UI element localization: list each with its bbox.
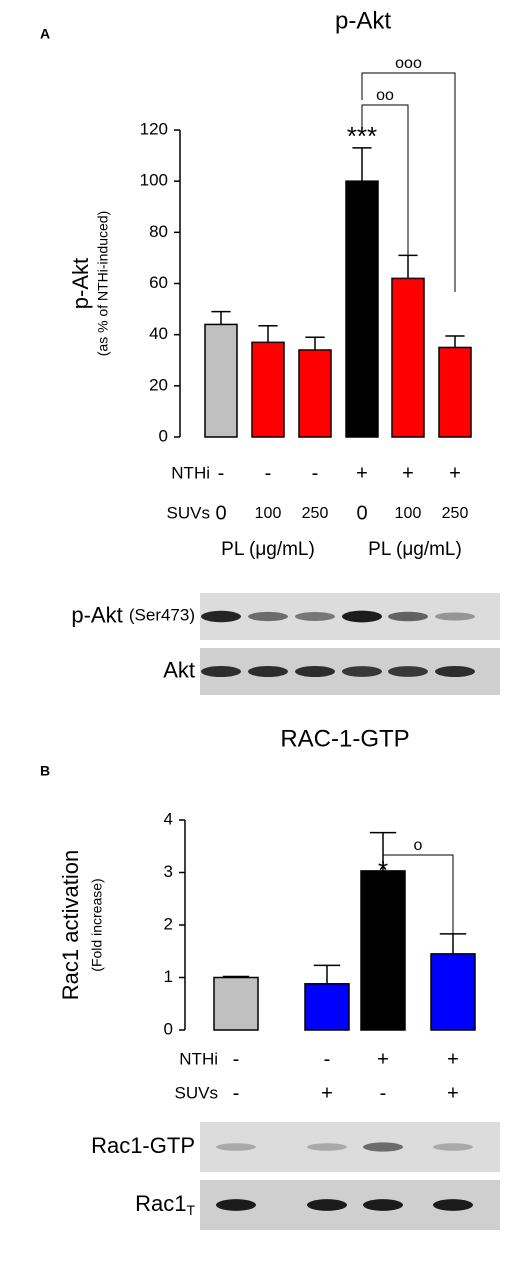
condition-label: NTHi [179,1049,218,1068]
comparison-label: oo [376,87,394,104]
blot-band [433,1143,473,1151]
y-tick-label: 2 [164,914,173,933]
condition-value: + [402,462,414,484]
condition-value: + [447,1048,459,1070]
bar [391,277,425,438]
condition-value: - [265,462,272,484]
blot-band [201,665,241,678]
y-axis-sublabel: (Fold increase) [89,878,105,971]
y-tick-label: 60 [149,273,168,292]
blot-label: Rac1-GTP [91,1133,195,1158]
y-tick-label: 80 [149,222,168,241]
comparison-label: ooo [395,55,422,72]
bar [298,349,332,438]
condition-value: 0 [356,502,367,524]
condition-value: 100 [395,505,422,522]
blot-band [388,611,428,622]
condition-value: + [377,1048,389,1070]
condition-value: + [356,462,368,484]
chart-title: RAC-1-GTP [280,725,409,752]
comparison-label: o [414,837,423,854]
condition-value: - [218,462,225,484]
blot-label-main: p-Akt [71,602,122,627]
blot-band [388,666,428,677]
blot-band [342,610,382,623]
bar [345,180,379,438]
y-tick-label: 1 [164,967,173,986]
condition-value: - [324,1048,331,1070]
condition-label: SUVs [167,503,210,522]
blot-band [435,665,475,678]
blot-label-subscript: T [186,1202,195,1218]
comparison-bracket [382,854,454,945]
condition-label: NTHi [171,463,210,482]
blot-band [363,1199,403,1211]
blot-band [433,1199,473,1211]
y-tick-label: 100 [140,171,168,190]
condition-value: 250 [302,505,329,522]
y-tick-label: 0 [164,1019,173,1038]
bar [251,341,285,438]
blot-label: Rac1T [135,1191,195,1218]
bar [213,976,259,1031]
bar [360,870,406,1031]
bar [430,953,476,1031]
blot-band [307,1143,347,1151]
y-tick-label: 40 [149,324,168,343]
blot-band [248,665,288,678]
blot-label-sub: (Ser473) [129,606,195,625]
comparison-bracket [361,104,409,255]
y-axis-sublabel: (as % of NTHi-induced) [95,211,111,357]
condition-value: - [312,462,319,484]
condition-value: - [380,1082,387,1104]
blot-band [201,610,241,623]
condition-value: - [233,1048,240,1070]
panel-label: B [40,763,50,779]
bar [438,346,472,438]
condition-value: + [449,462,461,484]
y-axis-label: p-Akt [68,258,93,309]
condition-value: 100 [255,505,282,522]
blot-band [248,611,288,622]
blot-band [307,1199,347,1211]
blot-label-main: Rac1-GTP [91,1133,195,1158]
blot-image [200,1122,500,1172]
blot-band [216,1143,256,1151]
blot-band [295,612,335,621]
blot-band [216,1199,256,1211]
condition-value: - [233,1082,240,1104]
y-axis-label: Rac1 activation [58,850,83,1000]
blot-label-main: Rac1 [135,1191,186,1216]
condition-value: + [321,1082,333,1104]
condition-value: 250 [442,505,469,522]
group-label: PL (μg/mL) [368,539,462,560]
y-tick-label: 3 [164,862,173,881]
y-tick-label: 20 [149,375,168,394]
condition-value: 0 [215,502,226,524]
chart-title: p-Akt [335,7,391,34]
panel-label: A [40,26,50,42]
y-tick-label: 4 [164,809,173,828]
group-label: PL (μg/mL) [221,539,315,560]
y-tick-label: 0 [159,426,168,445]
blot-band [363,1142,403,1152]
condition-value: + [447,1082,459,1104]
y-tick-label: 120 [140,119,168,138]
blot-label-main: Akt [163,657,195,682]
blot-band [342,666,382,677]
bar [304,983,350,1031]
blot-band [295,665,335,678]
condition-label: SUVs [175,1083,218,1102]
comparison-bracket [361,72,456,292]
bar [204,323,238,438]
blot-label: Akt [163,657,195,682]
blot-band [435,612,475,621]
blot-label: p-Akt (Ser473) [71,602,195,627]
